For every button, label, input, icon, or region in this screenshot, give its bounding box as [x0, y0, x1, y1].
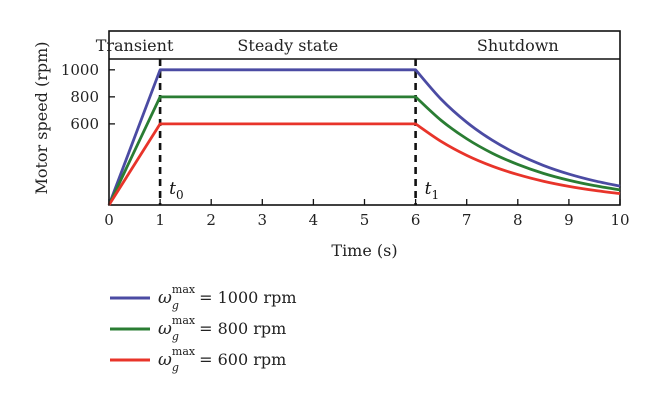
- x-tick-label: 5: [360, 211, 370, 229]
- phase-label: Shutdown: [477, 36, 559, 55]
- legend-symbol: ω: [158, 350, 172, 370]
- marker-subscript: 0: [176, 188, 184, 202]
- x-tick-label: 10: [610, 211, 629, 229]
- legend-superscript: max: [172, 314, 196, 327]
- plot-area: [108, 30, 621, 206]
- legend-label: ωg max = 800 rpm: [158, 314, 286, 343]
- x-tick-label: 6: [411, 211, 421, 229]
- phase-labels: Transient Steady state Shutdown: [96, 36, 559, 55]
- legend-series-name: = 600 rpm: [199, 350, 286, 369]
- marker-symbol: t: [169, 179, 176, 199]
- y-tick-label: 1000: [61, 61, 99, 79]
- marker-label: t0: [169, 179, 183, 202]
- series-line: [107, 95, 621, 206]
- time-markers: t0 t1: [158, 59, 439, 205]
- marker-subscript: 1: [431, 188, 439, 202]
- phase-label: Transient: [96, 36, 174, 55]
- x-tick-label: 4: [309, 211, 319, 229]
- marker-label: t1: [425, 179, 439, 202]
- legend-subscript: g: [172, 361, 179, 374]
- x-axis-label: Time (s): [331, 241, 397, 260]
- marker-symbol: t: [425, 179, 432, 199]
- legend-label: ωg max = 1000 rpm: [158, 283, 296, 312]
- series-lines: [107, 68, 621, 206]
- legend-subscript: g: [172, 299, 179, 312]
- x-tick-label: 2: [206, 211, 216, 229]
- x-tick-label: 0: [104, 211, 114, 229]
- plot-frame: [108, 30, 621, 206]
- series-line: [107, 122, 621, 206]
- y-axis: 600 800 1000: [61, 61, 115, 133]
- legend-symbol: ω: [158, 319, 172, 339]
- phase-label: Steady state: [237, 36, 338, 55]
- y-axis-label: Motor speed (rpm): [32, 41, 51, 194]
- x-tick-label: 7: [462, 211, 472, 229]
- y-tick-label: 600: [70, 115, 99, 133]
- x-tick-label: 9: [564, 211, 574, 229]
- y-tick-label: 800: [70, 88, 99, 106]
- legend-series-name: = 1000 rpm: [199, 288, 296, 307]
- x-tick-label: 3: [258, 211, 268, 229]
- x-tick-label: 1: [155, 211, 165, 229]
- legend-superscript: max: [172, 345, 196, 358]
- legend-symbol: ω: [158, 288, 172, 308]
- series-line: [107, 68, 621, 206]
- x-tick-label: 8: [513, 211, 523, 229]
- legend-superscript: max: [172, 283, 196, 296]
- legend-label: ωg max = 600 rpm: [158, 345, 286, 374]
- legend-subscript: g: [172, 330, 179, 343]
- legend-series-name: = 800 rpm: [199, 319, 286, 338]
- x-axis: 0 1 2 3 4 5 6 7 8 9 10: [104, 199, 630, 229]
